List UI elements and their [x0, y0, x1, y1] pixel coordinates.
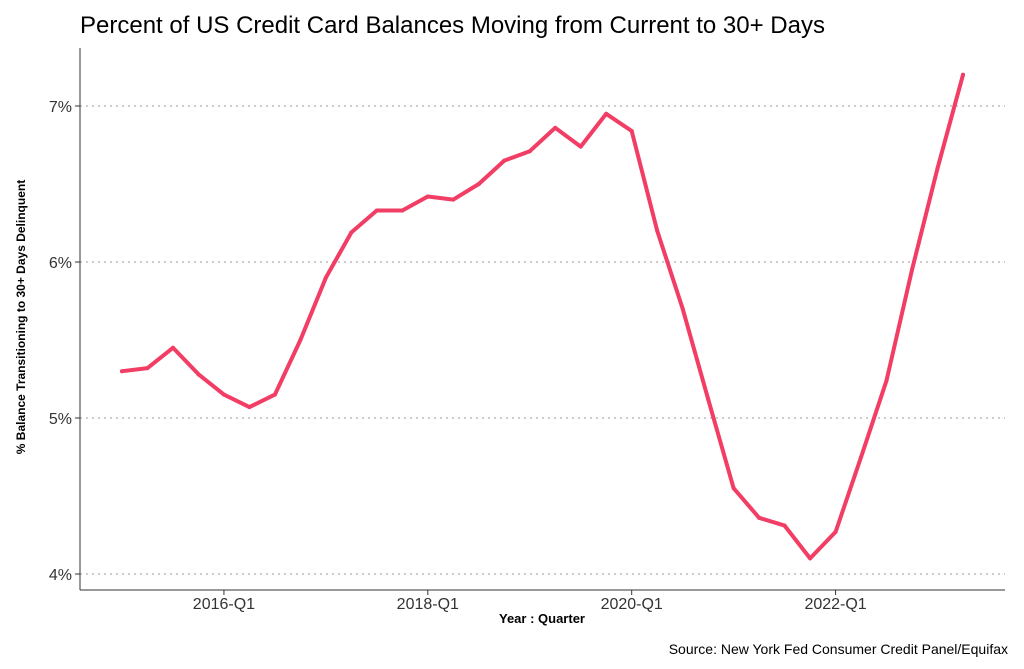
data-point: [655, 228, 660, 233]
data-point: [120, 369, 124, 374]
y-tick-label: 6%: [49, 255, 72, 272]
data-point: [553, 125, 558, 130]
data-point: [476, 182, 481, 186]
data-point: [782, 523, 787, 528]
x-tick-label: 2016-Q1: [193, 596, 255, 613]
data-point: [221, 392, 226, 397]
data-point: [502, 158, 507, 163]
data-point: [323, 275, 328, 280]
y-tick-label: 7%: [49, 99, 72, 116]
chart-title: Percent of US Credit Card Balances Movin…: [80, 12, 825, 39]
data-point: [451, 197, 456, 202]
data-point: [706, 397, 711, 402]
x-tick-label: 2022-Q1: [804, 596, 866, 613]
data-point: [578, 144, 583, 149]
x-tick-label: 2020-Q1: [601, 596, 663, 613]
data-point: [272, 392, 277, 397]
y-tick-label: 5%: [49, 411, 72, 428]
gridlines: [80, 105, 1005, 575]
data-point: [247, 405, 252, 410]
data-point: [400, 208, 405, 213]
data-point: [680, 306, 685, 311]
data-point: [527, 149, 532, 154]
y-axis-title: % Balance Transitioning to 30+ Days Deli…: [14, 180, 28, 454]
data-point: [629, 128, 634, 133]
data-point: [374, 208, 379, 213]
data-point: [910, 267, 915, 272]
x-axis-title: Year : Quarter: [499, 611, 585, 626]
data-point: [884, 378, 889, 383]
x-tick-label: 2018-Q1: [397, 596, 459, 613]
data-point: [731, 486, 736, 491]
series-line: [120, 72, 965, 561]
data-point: [196, 372, 201, 377]
x-axis-ticks: 2016-Q1 2018-Q1 2020-Q1 2022-Q1: [193, 590, 867, 613]
data-point: [833, 529, 838, 534]
data-point: [145, 366, 150, 371]
source-note: Source: New York Fed Consumer Credit Pan…: [669, 641, 1008, 657]
data-point: [808, 556, 813, 561]
data-point: [859, 455, 864, 459]
y-tick-label: 4%: [49, 567, 72, 584]
data-point: [935, 166, 940, 171]
data-point: [961, 72, 965, 77]
data-point: [757, 515, 762, 520]
data-point: [298, 338, 303, 342]
data-point: [604, 111, 609, 116]
data-point: [425, 194, 430, 199]
series-layer: [120, 72, 965, 561]
y-axis-ticks: 4% 5% 6% 7%: [49, 99, 80, 584]
data-point: [349, 230, 354, 235]
data-point: [170, 345, 175, 350]
